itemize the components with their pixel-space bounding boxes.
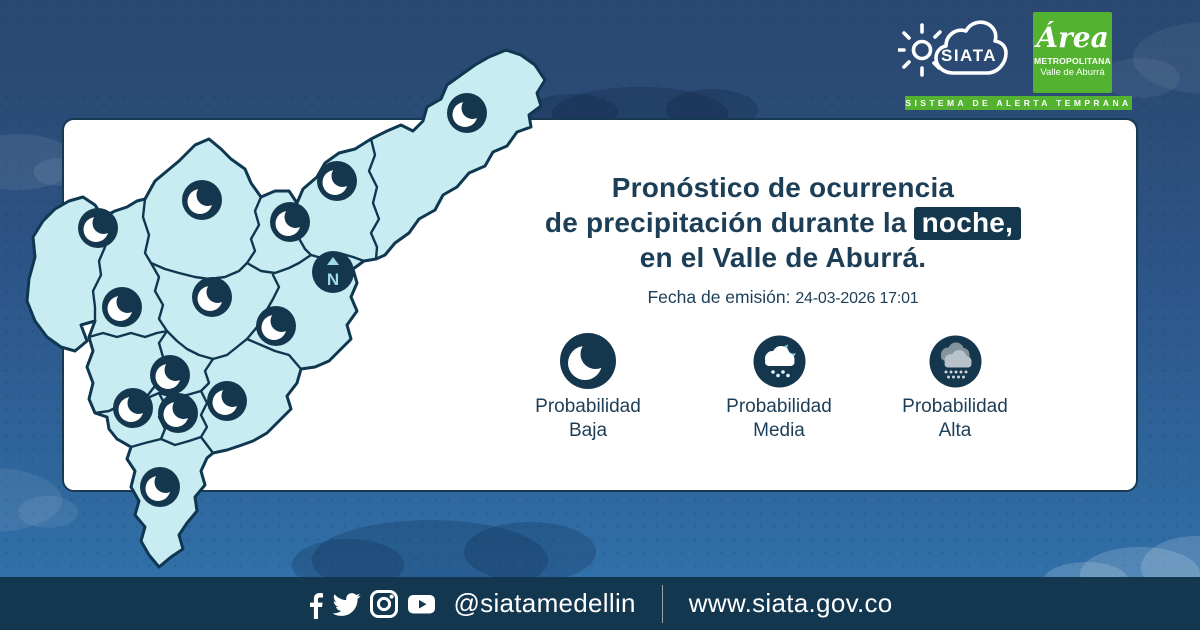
title-line-2: de precipitación durante la noche, — [505, 205, 1061, 240]
emission-datetime: 24-03-2026 17:01 — [795, 290, 919, 307]
legend-item-alta: Probabilidad Alta — [860, 330, 1050, 443]
title-line-2-text: de precipitación durante la — [544, 207, 907, 238]
legend-label: Probabilidad Media — [726, 396, 832, 441]
social-icons — [307, 589, 437, 619]
instagram-icon[interactable] — [369, 589, 399, 619]
legend-label: Probabilidad Baja — [535, 396, 641, 441]
cloud-moon-rain-icon — [753, 335, 805, 387]
sun-icon — [898, 23, 942, 77]
cloud-outline-icon — [934, 20, 1008, 75]
siata-logo: SIATA — [898, 20, 1008, 77]
area-metropolitana-logo: Área METROPOLITANA Valle de Aburrá — [1033, 12, 1112, 93]
title-line-1: Pronóstico de ocurrencia — [611, 172, 955, 203]
forecast-title: Pronóstico de ocurrencia de precipitació… — [505, 170, 1061, 275]
emission-row: Fecha de emisión: 24-03-2026 17:01 — [505, 287, 1061, 308]
cloud-silhouette-top-right — [1100, 22, 1200, 98]
cloud-heavy-rain-icon — [929, 335, 981, 387]
twitter-icon[interactable] — [331, 589, 362, 619]
legend-item-media: Probabilidad Media — [684, 330, 874, 443]
legend-item-baja: Probabilidad Baja — [493, 330, 683, 443]
title-line-3: en el Valle de Aburrá. — [639, 242, 927, 273]
social-handle[interactable]: @siatamedellin — [453, 588, 636, 618]
facebook-icon[interactable] — [307, 589, 324, 619]
area-logo-metropolitana: METROPOLITANA — [1034, 56, 1111, 66]
footer-divider — [661, 584, 663, 623]
youtube-icon[interactable] — [406, 589, 437, 619]
title-highlight-noche: noche, — [913, 207, 1022, 240]
alert-banner: SISTEMA DE ALERTA TEMPRANA — [905, 96, 1132, 110]
moon-icon — [560, 333, 616, 389]
area-logo-script: Área — [1036, 21, 1109, 54]
siata-logo-text: SIATA — [941, 46, 997, 65]
footer-bar: @siatamedellin www.siata.gov.co — [0, 577, 1200, 630]
emission-label: Fecha de emisión: — [647, 287, 791, 307]
area-logo-valle: Valle de Aburrá — [1040, 67, 1105, 78]
website-url[interactable]: www.siata.gov.co — [688, 588, 893, 618]
legend-label: Probabilidad Alta — [902, 396, 1008, 441]
